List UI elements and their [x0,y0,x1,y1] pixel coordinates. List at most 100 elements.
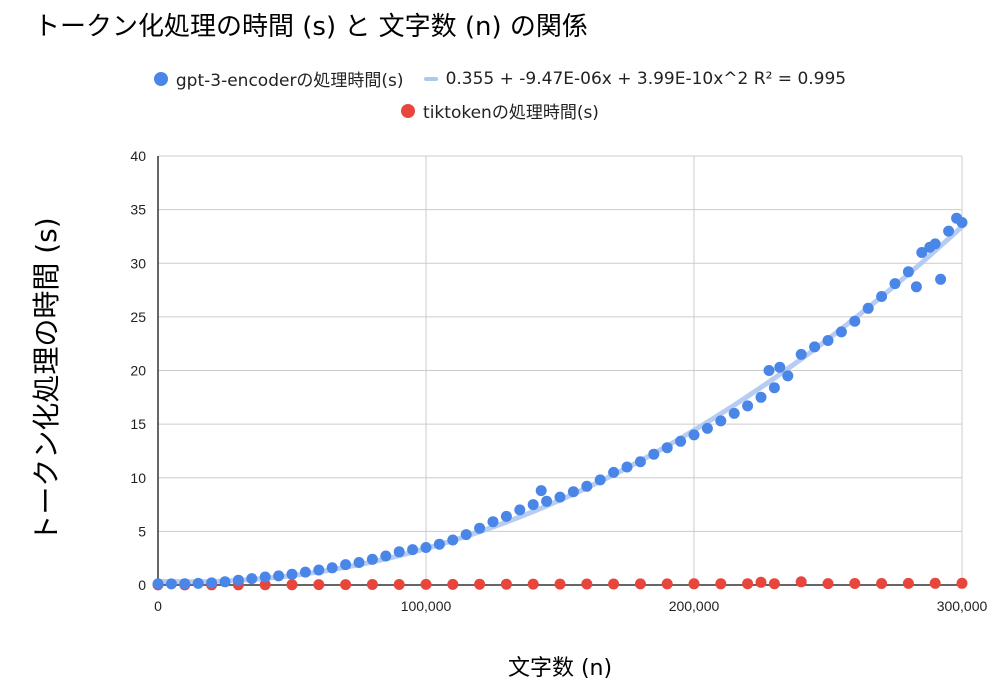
y-tick-label: 5 [138,523,146,539]
data-point [715,578,727,590]
data-point [822,335,834,346]
x-tick-label: 200,000 [669,598,720,614]
data-point [326,562,338,574]
data-point [661,442,673,454]
legend-marker-gpt3 [153,71,168,86]
legend-row-1: gpt-3-encoderの処理時間(s) 0.355 + -9.47E-06x… [0,66,1000,91]
data-point [527,499,539,511]
data-point [763,365,775,376]
data-point [541,495,553,507]
x-tick-label: 100,000 [401,598,452,614]
legend-label-trendline: 0.355 + -9.47E-06x + 3.99E-10x^2 R² = 0.… [445,68,847,89]
data-point [219,576,231,588]
legend-label-tiktoken: tiktokenの処理時間(s) [423,103,599,123]
data-point [822,578,834,590]
data-point [755,576,767,588]
data-point [929,577,941,589]
data-point [514,504,526,516]
data-point [447,578,459,590]
data-point [286,568,298,580]
data-point [715,415,727,427]
y-tick-label: 35 [130,202,146,218]
data-point [447,534,459,546]
data-point [956,577,968,589]
data-point [581,480,593,492]
data-point [889,278,901,290]
data-point [774,361,786,373]
data-point [554,578,566,590]
data-point [795,348,807,360]
data-point [420,578,432,590]
data-point [728,407,740,419]
data-point [701,422,713,434]
data-series [152,212,968,591]
data-point [179,578,191,590]
y-tick-label: 0 [138,577,146,593]
y-axis-title: トークン化処理の時間 (s) [30,217,63,543]
data-point [688,429,700,441]
y-tick-label: 10 [130,470,146,486]
grid-lines [158,155,963,585]
data-point [929,238,941,250]
data-point [634,578,646,590]
x-tick-label: 300,000 [937,598,988,614]
data-point [608,578,620,590]
y-tick-label: 40 [130,148,146,164]
legend-marker-tiktoken [401,103,416,118]
legend-label-gpt3: gpt-3-encoderの処理時間(s) [175,71,404,91]
data-point [902,577,914,589]
data-point [259,579,271,591]
y-tick-label: 25 [130,309,146,325]
data-point [366,579,378,590]
data-point [876,578,888,589]
data-point [581,578,593,590]
data-point [910,281,922,293]
data-point [500,510,512,522]
data-point [259,571,271,583]
data-point [916,247,928,258]
legend-marker-trendline [423,76,438,81]
data-point [902,266,914,278]
data-point [935,273,947,285]
data-point [393,546,405,558]
data-point [474,522,486,534]
data-point [420,542,432,553]
data-point [554,491,566,503]
data-point [460,529,472,541]
legend-row-2: tiktokenの処理時間(s) [0,98,1000,123]
data-point [206,577,218,589]
data-point [849,315,861,327]
data-point [835,326,847,338]
legend-item-gpt3[interactable]: gpt-3-encoderの処理時間(s) [153,66,404,91]
data-point [782,370,794,382]
data-point [795,576,807,588]
data-point [407,544,419,556]
data-point [661,578,673,590]
data-point [340,579,352,591]
data-point [768,578,780,590]
data-point [675,435,687,447]
data-point [755,391,767,403]
data-point [152,578,164,590]
data-point [768,382,780,394]
data-point [634,456,646,468]
data-point [286,579,298,591]
legend-item-tiktoken[interactable]: tiktokenの処理時間(s) [401,98,599,123]
data-point [849,578,861,589]
data-point [688,578,700,590]
data-point [943,225,955,237]
data-point [648,448,660,460]
data-point [862,302,874,314]
data-point [353,557,365,568]
data-point [393,579,405,590]
y-tick-labels: 0 5 10 15 20 25 30 35 40 [130,148,146,593]
data-point [527,578,539,590]
data-point [192,577,204,589]
legend-item-trendline[interactable]: 0.355 + -9.47E-06x + 3.99E-10x^2 R² = 0.… [423,68,847,89]
data-point [594,474,606,486]
series-gpt3-encoder [152,212,968,590]
data-point [608,466,620,478]
data-point [380,550,392,562]
data-point [956,217,968,228]
